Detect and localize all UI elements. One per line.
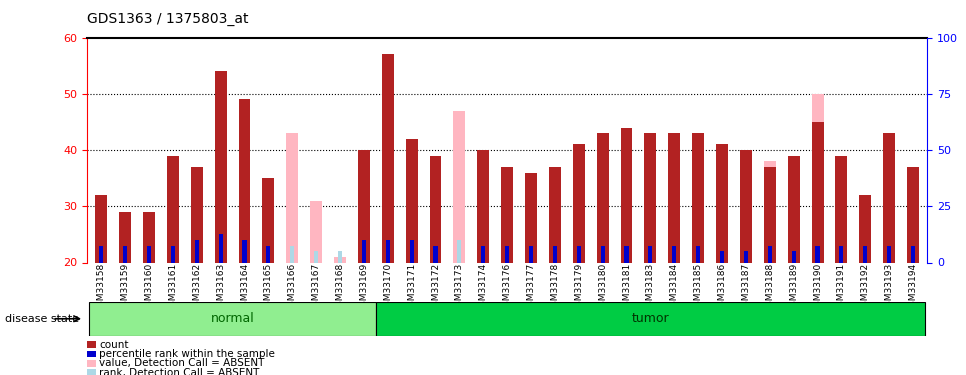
Bar (597, 133, 609, 262)
Bar (477, 150, 489, 262)
Bar (740, 150, 752, 262)
Bar (123, 246, 128, 262)
Bar (577, 246, 581, 262)
Bar (87, 341, 96, 348)
Bar (764, 161, 776, 262)
Bar (644, 133, 656, 262)
Bar (406, 139, 417, 262)
Bar (334, 257, 346, 262)
Bar (768, 246, 772, 262)
Text: value, Detection Call = ABSENT: value, Detection Call = ABSENT (99, 358, 265, 368)
Bar (119, 212, 131, 262)
Bar (668, 133, 680, 262)
Bar (764, 167, 776, 262)
Bar (624, 246, 629, 262)
Bar (811, 122, 823, 262)
Bar (147, 246, 151, 262)
Bar (310, 201, 322, 262)
Bar (457, 240, 462, 262)
Bar (911, 246, 915, 262)
Bar (573, 144, 584, 262)
Bar (836, 156, 847, 262)
Bar (716, 144, 728, 262)
Bar (195, 240, 199, 262)
Bar (720, 251, 724, 262)
Bar (744, 251, 748, 262)
Text: count: count (99, 340, 128, 350)
Bar (87, 360, 96, 367)
Bar (696, 246, 700, 262)
Bar (191, 167, 203, 262)
Bar (620, 128, 633, 262)
Text: rank, Detection Call = ABSENT: rank, Detection Call = ABSENT (99, 368, 260, 375)
Bar (526, 172, 537, 262)
Bar (263, 178, 274, 262)
Bar (143, 212, 155, 262)
Bar (815, 246, 819, 262)
Bar (167, 156, 179, 262)
Text: normal: normal (211, 312, 254, 325)
Bar (768, 246, 772, 262)
Bar (672, 246, 676, 262)
Bar (87, 369, 96, 375)
Bar (601, 246, 605, 262)
Bar (410, 240, 413, 262)
Bar (362, 240, 366, 262)
Bar (815, 240, 819, 262)
Bar (242, 240, 246, 262)
Bar (87, 351, 96, 357)
Bar (887, 246, 892, 262)
Bar (218, 234, 223, 262)
Text: GDS1363 / 1375803_at: GDS1363 / 1375803_at (87, 12, 248, 26)
Bar (791, 251, 796, 262)
Text: disease state: disease state (5, 315, 79, 324)
Text: tumor: tumor (632, 312, 669, 325)
Bar (214, 71, 227, 262)
Bar (290, 246, 295, 262)
Bar (883, 133, 895, 262)
Bar (839, 246, 843, 262)
FancyBboxPatch shape (376, 302, 925, 336)
Bar (382, 54, 394, 262)
Bar (453, 111, 466, 262)
Bar (385, 240, 390, 262)
Bar (314, 251, 318, 262)
Bar (434, 246, 438, 262)
Bar (267, 246, 270, 262)
Bar (505, 246, 509, 262)
Bar (860, 195, 871, 262)
Bar (864, 246, 867, 262)
Text: percentile rank within the sample: percentile rank within the sample (99, 349, 275, 359)
Bar (501, 167, 513, 262)
Bar (907, 167, 919, 262)
Bar (549, 167, 561, 262)
Bar (648, 246, 652, 262)
Bar (286, 133, 298, 262)
Bar (338, 251, 342, 262)
Bar (96, 195, 107, 262)
Bar (553, 246, 557, 262)
Bar (239, 99, 250, 262)
Bar (811, 94, 823, 262)
FancyBboxPatch shape (89, 302, 376, 336)
Bar (693, 133, 704, 262)
Bar (171, 246, 175, 262)
Bar (529, 246, 533, 262)
Bar (481, 246, 485, 262)
Bar (430, 156, 441, 262)
Bar (99, 246, 103, 262)
Bar (358, 150, 370, 262)
Bar (787, 156, 800, 262)
